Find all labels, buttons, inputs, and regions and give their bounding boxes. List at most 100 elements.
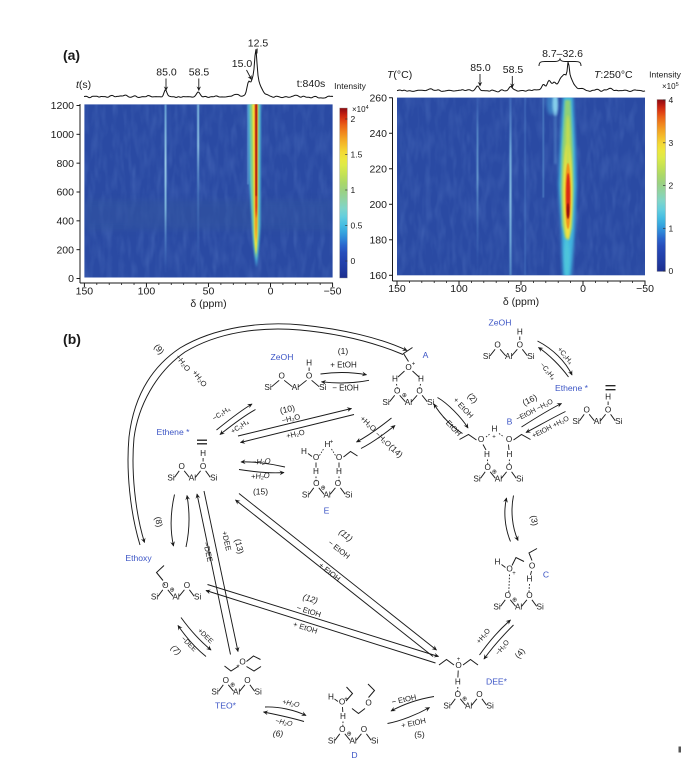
svg-text:H: H (605, 393, 611, 402)
svg-text:+: + (492, 435, 496, 441)
svg-text:Si: Si (483, 352, 490, 361)
svg-text:+: + (412, 362, 416, 368)
svg-text:ZeOH: ZeOH (489, 318, 512, 328)
svg-text:Si: Si (537, 603, 544, 612)
svg-text:Si: Si (345, 491, 352, 500)
svg-text:Si: Si (615, 417, 622, 426)
svg-text:Al: Al (594, 417, 601, 426)
svg-text:Si: Si (264, 383, 271, 392)
svg-text:0: 0 (669, 266, 674, 276)
svg-text:T(°C): T(°C) (387, 69, 412, 81)
svg-text:100: 100 (450, 283, 468, 295)
svg-text:Si: Si (302, 491, 309, 500)
svg-text:240: 240 (369, 128, 387, 140)
svg-text:Al: Al (349, 737, 356, 746)
svg-text:+: + (330, 440, 334, 446)
svg-text:−50: −50 (636, 283, 654, 295)
svg-text:15.0: 15.0 (232, 58, 253, 70)
svg-text:H: H (455, 678, 461, 687)
svg-text:Al: Al (465, 702, 472, 711)
svg-text:(b): (b) (63, 331, 81, 347)
svg-text:(6): (6) (273, 729, 284, 739)
svg-text:O: O (184, 581, 190, 590)
svg-text:Si: Si (211, 688, 218, 697)
svg-text:H: H (200, 449, 206, 458)
svg-text:O: O (529, 562, 535, 571)
svg-text:δ (ppm): δ (ppm) (503, 296, 539, 308)
svg-text:12.5: 12.5 (248, 38, 269, 50)
svg-text:Si: Si (194, 593, 201, 602)
svg-text:Al: Al (323, 491, 330, 500)
svg-text:Si: Si (210, 474, 217, 483)
svg-text:150: 150 (76, 286, 94, 298)
svg-text:*: * (236, 664, 239, 673)
svg-text:O: O (517, 341, 523, 350)
svg-text:E: E (324, 506, 330, 516)
svg-text:(1): (1) (338, 346, 349, 356)
svg-text:160: 160 (369, 270, 387, 282)
svg-text:Al: Al (505, 352, 512, 361)
svg-text:58.5: 58.5 (189, 67, 210, 79)
svg-text:Si: Si (151, 593, 158, 602)
svg-text:⊕: ⊕ (512, 598, 517, 604)
svg-text:O: O (179, 462, 185, 471)
svg-text:Si: Si (371, 737, 378, 746)
svg-text:400: 400 (56, 215, 74, 227)
svg-text:3: 3 (669, 138, 674, 148)
svg-text:⊕: ⊕ (492, 470, 497, 476)
svg-text:200: 200 (56, 244, 74, 256)
svg-text:Ethoxy: Ethoxy (125, 553, 152, 563)
svg-text:D: D (351, 750, 357, 760)
svg-text:Ethene *: Ethene * (157, 427, 191, 437)
svg-text:Si: Si (443, 702, 450, 711)
svg-text:B: B (507, 417, 513, 427)
svg-text:+: + (457, 657, 461, 663)
svg-text:A: A (423, 350, 429, 360)
svg-text:H: H (418, 375, 424, 384)
svg-text:⊕: ⊕ (347, 732, 352, 738)
svg-text:t(s): t(s) (76, 79, 91, 91)
svg-text:O: O (506, 463, 512, 472)
svg-text:Si: Si (167, 474, 174, 483)
svg-text:Si: Si (516, 475, 523, 484)
svg-text:⊕: ⊕ (402, 393, 407, 399)
svg-text:+: + (512, 571, 516, 577)
svg-text:85.0: 85.0 (470, 62, 491, 74)
svg-text:⊕: ⊕ (462, 697, 467, 703)
svg-text:t:840s: t:840s (297, 78, 326, 90)
svg-text:H: H (492, 425, 498, 434)
svg-text:TEO*: TEO* (215, 701, 237, 711)
svg-text:Al: Al (495, 475, 502, 484)
svg-text:50: 50 (203, 286, 215, 298)
svg-text:O: O (313, 453, 319, 462)
svg-text:0: 0 (351, 256, 356, 266)
svg-text:Si: Si (255, 688, 262, 697)
svg-text:Al: Al (515, 603, 522, 612)
svg-text:0: 0 (68, 273, 74, 285)
svg-text:Intensity: Intensity (649, 70, 681, 80)
svg-text:H: H (328, 693, 334, 702)
svg-text:H: H (392, 375, 398, 384)
svg-text:O: O (306, 372, 312, 381)
svg-text:O: O (244, 676, 250, 685)
svg-text:600: 600 (56, 187, 74, 199)
svg-text:1: 1 (669, 223, 674, 233)
svg-text:+ EtOH: + EtOH (330, 361, 357, 370)
svg-text:Al: Al (189, 474, 196, 483)
svg-text:Al: Al (233, 688, 240, 697)
svg-text:0.5: 0.5 (351, 221, 363, 231)
svg-text:4: 4 (669, 95, 674, 105)
svg-text:Si: Si (382, 398, 389, 407)
svg-text:C: C (543, 570, 549, 580)
svg-text:Si: Si (319, 383, 326, 392)
svg-text:(3): (3) (529, 514, 541, 526)
svg-text:Si: Si (328, 737, 335, 746)
svg-text:(5): (5) (414, 730, 425, 740)
svg-text:H: H (301, 447, 307, 456)
svg-text:O: O (478, 435, 484, 444)
svg-text:Ethene *: Ethene * (555, 383, 589, 393)
svg-text:H: H (495, 558, 501, 567)
svg-text:O: O (279, 372, 285, 381)
svg-text:O: O (239, 658, 245, 667)
svg-text:O: O (476, 690, 482, 699)
